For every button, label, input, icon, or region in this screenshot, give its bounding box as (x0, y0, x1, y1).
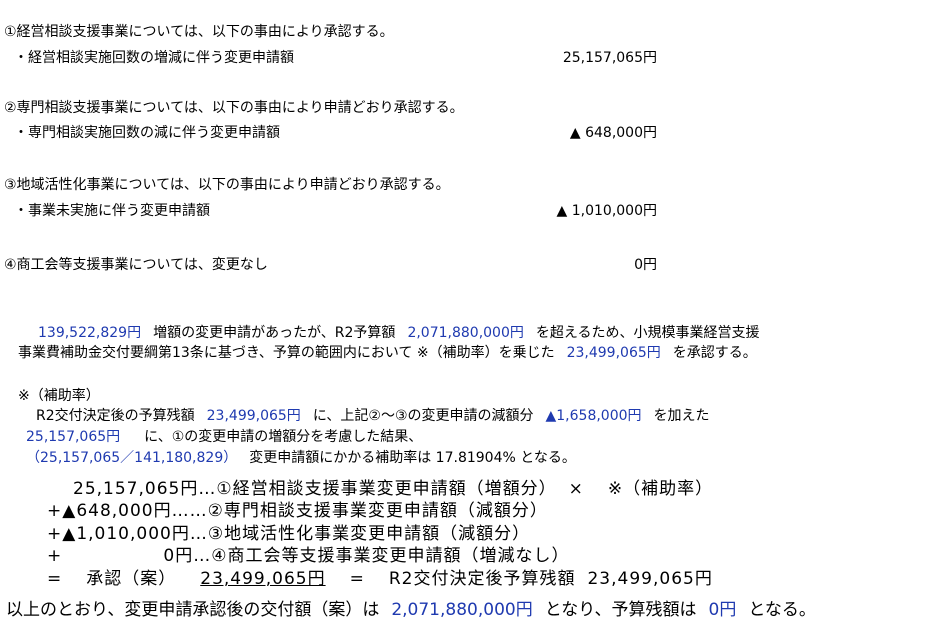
note-line: R2交付決定後の予算残額 23,499,065円 に、上記②～③の変更申請の減額分 ▲… (36, 406, 710, 426)
operator: + (47, 546, 63, 566)
text: に、上記②～③の変更申請の減額分 (312, 408, 534, 424)
calc-line: +0円…④商工会等支援事業変更申請額（増減なし） (47, 545, 570, 567)
text: …③地域活性化事業変更申請額（減額分） (189, 524, 531, 544)
text: …④商工会等支援事業変更申請額（増減なし） (193, 546, 570, 566)
text: 事業費補助金交付要綱第13条に基づき、予算の範囲内において ※（補助率）を乗じた (18, 345, 555, 361)
operator: × (568, 479, 584, 499)
amount: 0円 (163, 546, 194, 566)
amount: 2,071,880,000円 (391, 600, 533, 620)
text: となる。 (748, 600, 816, 620)
text: 増額の変更申請があったが、R2予算額 (153, 325, 396, 341)
text: となり、予算残額は (544, 600, 697, 620)
paragraph-line: 事業費補助金交付要綱第13条に基づき、予算の範囲内において ※（補助率）を乗じた… (18, 343, 757, 363)
calc-line: +▲648,000円……②専門相談支援事業変更申請額（減額分） (47, 500, 548, 522)
text: ……②専門相談支援事業変更申請額（減額分） (171, 501, 548, 521)
section-amount: ▲ 1,010,000円 (556, 203, 657, 219)
text: を承認する。 (672, 345, 757, 361)
text: を超えるため、小規模事業経営支援 (535, 325, 760, 341)
amount: 25,157,065円 (73, 479, 199, 499)
section-item: ・事業未実施に伴う変更申請額 (14, 203, 210, 219)
operator: = (349, 569, 365, 589)
amount: 139,522,829円 (38, 325, 142, 341)
note-line: （25,157,065／141,180,829） 変更申請額にかかる補助率は 17… (26, 448, 576, 468)
section-item: ・専門相談実施回数の減に伴う変更申請額 (14, 125, 280, 141)
amount: 23,499,065円 (566, 345, 661, 361)
calc-line: +▲1,010,000円…③地域活性化事業変更申請額（減額分） (47, 523, 530, 545)
text: 以上のとおり、変更申請承認後の交付額（案）は (6, 600, 380, 620)
section-amount: 0円 (634, 257, 657, 273)
note-title: ※（補助率） (18, 388, 100, 404)
text: …①経営相談支援事業変更申請額（増額分） (198, 479, 557, 499)
amount: 23,499,065円 (587, 569, 713, 589)
note-line: 25,157,065円 に、①の変更申請の増額分を考慮した結果、 (26, 427, 422, 447)
amount: 25,157,065円 (26, 429, 121, 445)
paragraph-line: 139,522,829円 増額の変更申請があったが、R2予算額 2,071,880,… (38, 323, 759, 343)
amount: 2,071,880,000円 (407, 325, 524, 341)
text: に、①の変更申請の増額分を考慮した結果、 (144, 429, 423, 445)
ratio: （25,157,065／141,180,829） (26, 450, 238, 466)
operator: + (47, 524, 63, 544)
section-heading: ④商工会等支援事業については、変更なし (4, 257, 268, 273)
operator: + (47, 501, 63, 521)
text: を加えた (653, 408, 710, 424)
text: R2交付決定後予算残額 (388, 569, 576, 589)
section-amount: 25,157,065円 (562, 50, 657, 66)
conclusion: 以上のとおり、変更申請承認後の交付額（案）は 2,071,880,000円 となり、… (6, 599, 816, 621)
text: 変更申請額にかかる補助率は 17.81904% となる。 (249, 450, 576, 466)
section-heading: ②専門相談支援事業については、以下の事由により申請どおり承認する。 (4, 100, 464, 116)
amount: 0円 (708, 600, 737, 620)
amount: 23,499,065円 (200, 569, 326, 589)
section-heading: ③地域活性化事業については、以下の事由により申請どおり承認する。 (4, 177, 450, 193)
operator: = (47, 569, 63, 589)
amount: ▲1,658,000円 (545, 408, 642, 424)
section-amount: ▲ 648,000円 (569, 125, 657, 141)
text: R2交付決定後の予算残額 (36, 408, 195, 424)
amount: ▲648,000円 (62, 501, 172, 521)
section-heading: ①経営相談支援事業については、以下の事由により承認する。 (4, 24, 394, 40)
text: 承認（案） (86, 569, 177, 589)
section-item: ・経営相談実施回数の増減に伴う変更申請額 (14, 50, 294, 66)
calc-line: 25,157,065円…①経営相談支援事業変更申請額（増額分） × ※（補助率） (73, 478, 713, 500)
amount: ▲1,010,000円 (62, 524, 190, 544)
calc-line: = 承認（案） 23,499,065円 = R2交付決定後予算残額 23,499,065円 (47, 568, 713, 590)
amount: 23,499,065円 (206, 408, 301, 424)
text: ※（補助率） (607, 479, 714, 499)
